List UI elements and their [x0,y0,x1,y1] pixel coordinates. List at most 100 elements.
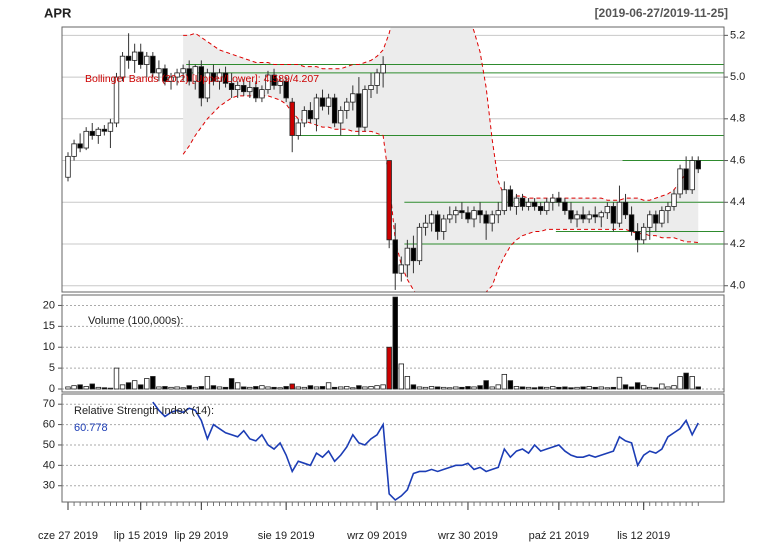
volume-bar [568,387,574,390]
volume-bar [404,376,411,390]
y-tick-label: 5.2 [730,29,745,41]
candle-body [671,193,677,207]
candle-body [331,97,338,124]
candle-body [325,97,332,107]
candle-body [392,239,398,274]
y-tick-label: 4.4 [730,196,745,208]
candle-body [441,218,447,232]
candle-body [604,206,611,214]
volume-bar [453,386,459,390]
volume-bar [107,387,114,390]
candle-body [216,72,223,82]
volume-bar [156,386,162,390]
candle-body [434,214,441,232]
candle-body [356,93,362,128]
volume-bar [422,386,429,390]
candle-body [580,214,586,220]
candle-body [174,72,180,78]
candle-body [301,110,308,124]
candle-body [380,64,386,74]
candle-body [277,80,283,86]
candle-body [683,168,689,191]
volume-bar [125,382,132,390]
candle-body [489,214,495,224]
y-tick-label: 15 [43,320,55,332]
candle-body [634,231,641,241]
volume-bar [616,376,623,390]
candle-body [83,130,89,149]
volume-bar [180,387,186,390]
volume-bar [428,386,435,390]
candle-body [689,160,695,191]
candle-body [495,210,501,216]
candle-body [416,226,423,262]
volume-bar [150,376,156,390]
y-tick-label: 5.0 [730,71,745,83]
volume-bar [138,384,144,390]
volume-bar [380,384,386,390]
candle-body [562,201,568,212]
candle-body [525,201,532,207]
volume-bar [489,386,495,390]
y-tick-label: 30 [43,480,55,492]
candle-body [513,197,520,207]
volume-bar [313,386,320,390]
volume-bar [677,376,683,390]
candle-body [313,97,320,120]
volume-bar [374,385,380,390]
candle-body [210,72,217,82]
candle-body [398,264,404,274]
volume-bar [283,386,289,390]
x-tick-label: sie 19 2019 [258,530,315,542]
volume-bar [574,386,580,390]
volume-bar [598,386,604,390]
volume-bar [307,385,314,390]
y-tick-label: 50 [43,439,55,451]
candle-body [95,128,101,136]
volume-bar [416,386,423,390]
candle-body [386,160,392,241]
x-tick-label: wrz 30 2019 [437,530,498,542]
volume-bar [556,386,562,390]
candle-body [144,55,150,65]
candle-body [198,66,205,99]
volume-bar [683,372,689,390]
volume-bar [289,383,295,390]
volume-bar [362,386,368,390]
volume-bar [519,386,526,390]
volume-bar [634,382,641,390]
volume-bar [550,386,556,390]
candle-body [471,210,477,220]
candle-body [677,168,683,195]
candle-body [653,214,659,224]
candle-body [228,82,235,90]
x-tick-label: lip 15 2019 [114,530,168,542]
candle-body [77,143,83,149]
volume-bar [501,373,508,390]
candle-body [574,214,580,220]
volume-bar [77,384,83,390]
candle-body [253,87,259,99]
volume-bar [319,386,326,390]
volume-bar [495,384,501,390]
volume-bar [95,386,101,390]
candle-body [65,155,71,178]
candle-body [344,101,350,111]
volume-bar [277,387,283,390]
y-tick-label: 0 [49,383,55,395]
candle-body [222,72,229,84]
volume-bar [441,386,447,390]
volume-bar [89,383,95,390]
candle-body [204,72,211,99]
volume-bar [653,387,659,390]
volume-bar [71,385,77,390]
y-tick-label: 70 [43,398,55,410]
volume-bar [507,380,514,390]
candle-body [362,89,368,128]
volume-bar [471,386,477,390]
candle-body [89,130,95,136]
panels: 4.0 4.2 4.4 4.6 4.8 5.0 5.2 0 5 10 15 20 30 40 50 60 70 B… [38,26,745,542]
volume-bar [622,384,629,390]
volume-bar [592,386,598,390]
candle-body [107,122,114,132]
